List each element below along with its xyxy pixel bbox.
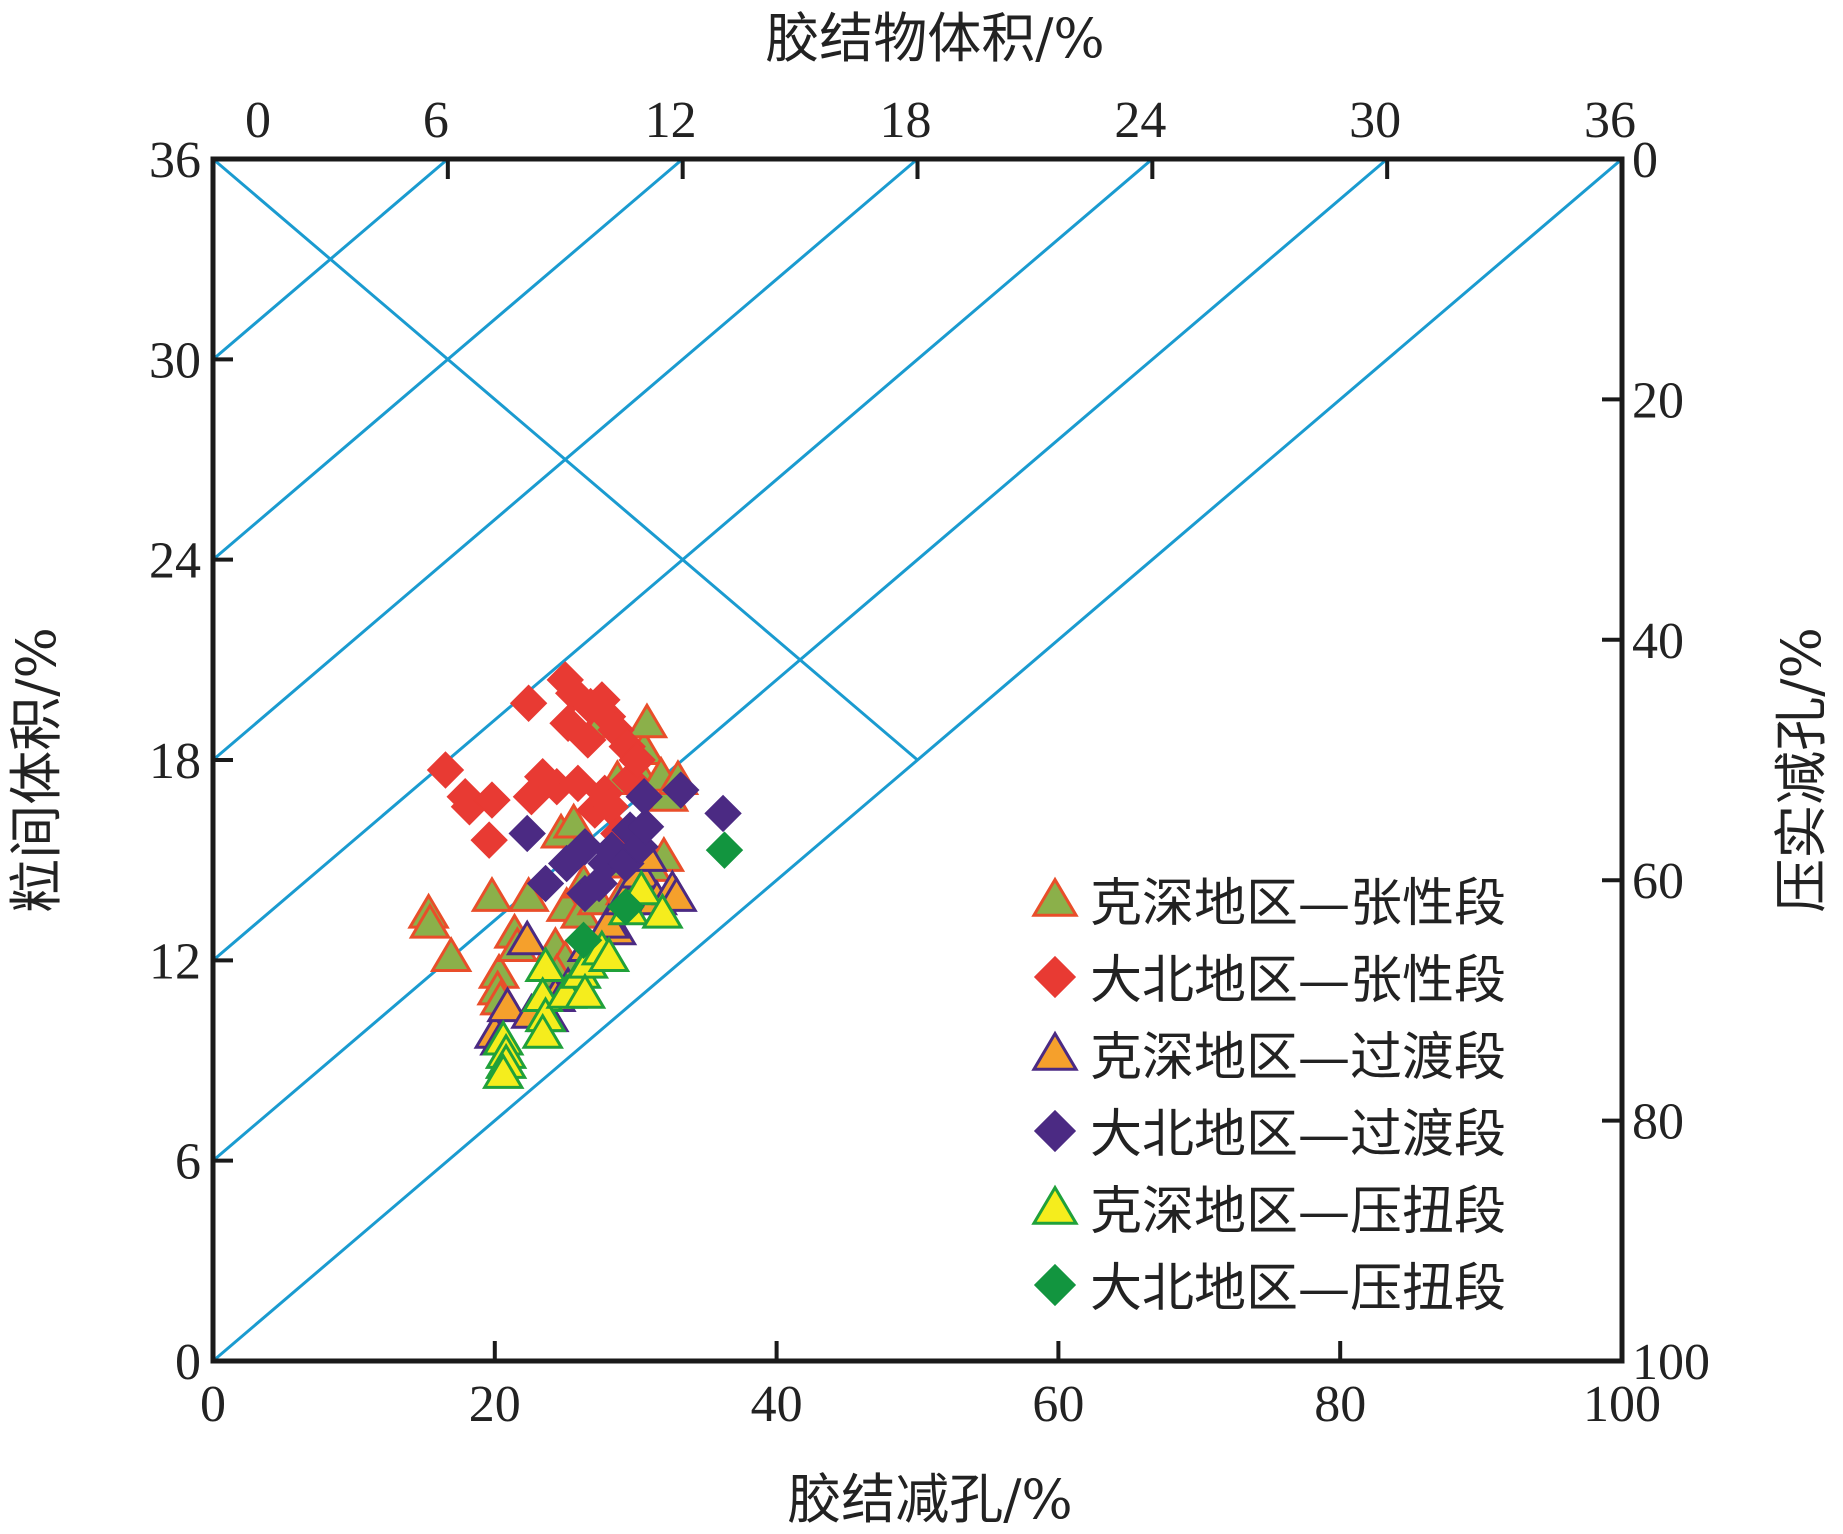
legend-label-3: 克深地区—过渡段 xyxy=(1090,1028,1506,1088)
legend-label-5: 克深地区—压扭段 xyxy=(1090,1182,1506,1242)
diamond-point xyxy=(526,864,565,903)
triangle-point xyxy=(486,986,529,1023)
reference-diagonal-line xyxy=(212,157,919,762)
diamond-point xyxy=(566,828,604,866)
legend-label-1: 克深地区—张性段 xyxy=(1090,874,1506,934)
diamond-point xyxy=(662,771,700,809)
top-tick-label: 36 xyxy=(1584,92,1636,149)
bottom-tick-label: 80 xyxy=(1314,1376,1366,1433)
bottom-tick-label: 20 xyxy=(469,1376,521,1433)
left-tick-label: 30 xyxy=(149,332,201,389)
diamond-point xyxy=(618,741,656,779)
legend-marker-6 xyxy=(1033,1263,1077,1307)
triangle-point xyxy=(641,892,684,929)
top-tick-label: 24 xyxy=(1114,92,1166,149)
legend: 克深地区—张性段大北地区—张性段克深地区—过渡段大北地区—过渡段克深地区—压扭段… xyxy=(1031,874,1506,1319)
diamond-point xyxy=(626,808,665,846)
diamond-point xyxy=(426,751,465,789)
left-tick-label: 6 xyxy=(175,1134,201,1191)
left-tick-label: 0 xyxy=(175,1334,201,1391)
legend-label-2: 大北地区—张性段 xyxy=(1090,951,1506,1011)
series-4 xyxy=(508,771,742,913)
diamond-point xyxy=(470,821,508,859)
right-tick-label: 20 xyxy=(1632,372,1684,429)
diamond-point xyxy=(569,721,607,759)
triangle-point xyxy=(408,902,452,939)
diamond-point xyxy=(559,764,597,803)
diamond-point xyxy=(508,814,546,853)
triangle-point xyxy=(429,936,473,972)
diamond-point xyxy=(705,831,744,869)
right-tick-label: 60 xyxy=(1632,853,1684,910)
triangle-point xyxy=(505,919,549,956)
left-tick-label: 24 xyxy=(149,533,201,590)
left-tick-label: 12 xyxy=(149,933,201,990)
legend-marker-1 xyxy=(1031,876,1079,917)
legend-label-4: 大北地区—过渡段 xyxy=(1090,1105,1506,1165)
left-axis-title: 粒间体积/% xyxy=(5,627,68,913)
top-tick-label: 30 xyxy=(1349,92,1401,149)
top-tick-label: 0 xyxy=(245,92,271,149)
legend-marker-5 xyxy=(1031,1184,1079,1225)
bottom-tick-label: 60 xyxy=(1032,1376,1084,1433)
triangle-point xyxy=(521,1012,564,1049)
bottom-tick-label: 0 xyxy=(200,1376,226,1433)
right-tick-label: 0 xyxy=(1632,132,1658,189)
series-2 xyxy=(426,661,656,859)
left-tick-label: 18 xyxy=(149,733,201,790)
triangle-point xyxy=(482,1052,525,1089)
triangle-point xyxy=(563,972,607,1009)
diamond-point xyxy=(473,781,511,819)
right-tick-label: 40 xyxy=(1632,613,1684,670)
legend-marker-3 xyxy=(1031,1030,1079,1071)
bottom-axis-title: 胶结减孔/% xyxy=(787,1468,1073,1531)
top-tick-label: 6 xyxy=(423,92,449,149)
top-tick-label: 12 xyxy=(645,92,697,149)
legend-marker-2 xyxy=(1033,955,1077,999)
right-tick-label: 80 xyxy=(1632,1094,1684,1151)
series-5 xyxy=(482,869,684,1089)
diamond-point xyxy=(607,888,645,926)
diamond-point xyxy=(564,921,603,960)
triangle-point xyxy=(524,946,567,983)
triangle-point xyxy=(552,802,595,839)
triangle-point xyxy=(470,875,514,912)
diamond-point xyxy=(625,778,663,816)
legend-label-6: 大北地区—压扭段 xyxy=(1090,1259,1506,1319)
series-6 xyxy=(564,831,744,960)
bottom-tick-label: 40 xyxy=(751,1376,803,1433)
top-tick-label: 18 xyxy=(880,92,932,149)
triangle-point xyxy=(625,702,669,739)
top-axis-title: 胶结物体积/% xyxy=(765,7,1105,70)
legend-marker-4 xyxy=(1033,1109,1077,1153)
right-tick-label: 100 xyxy=(1632,1334,1710,1391)
bottom-tick-label: 100 xyxy=(1583,1376,1661,1433)
left-tick-label: 36 xyxy=(149,132,201,189)
triangle-point xyxy=(587,936,631,972)
right-axis-title: 压实减孔/% xyxy=(1770,627,1833,913)
diamond-point xyxy=(509,684,548,722)
diamond-point xyxy=(704,794,742,833)
data-points xyxy=(407,661,744,1089)
reference-lines xyxy=(212,157,1623,1363)
triangle-point xyxy=(507,875,550,912)
